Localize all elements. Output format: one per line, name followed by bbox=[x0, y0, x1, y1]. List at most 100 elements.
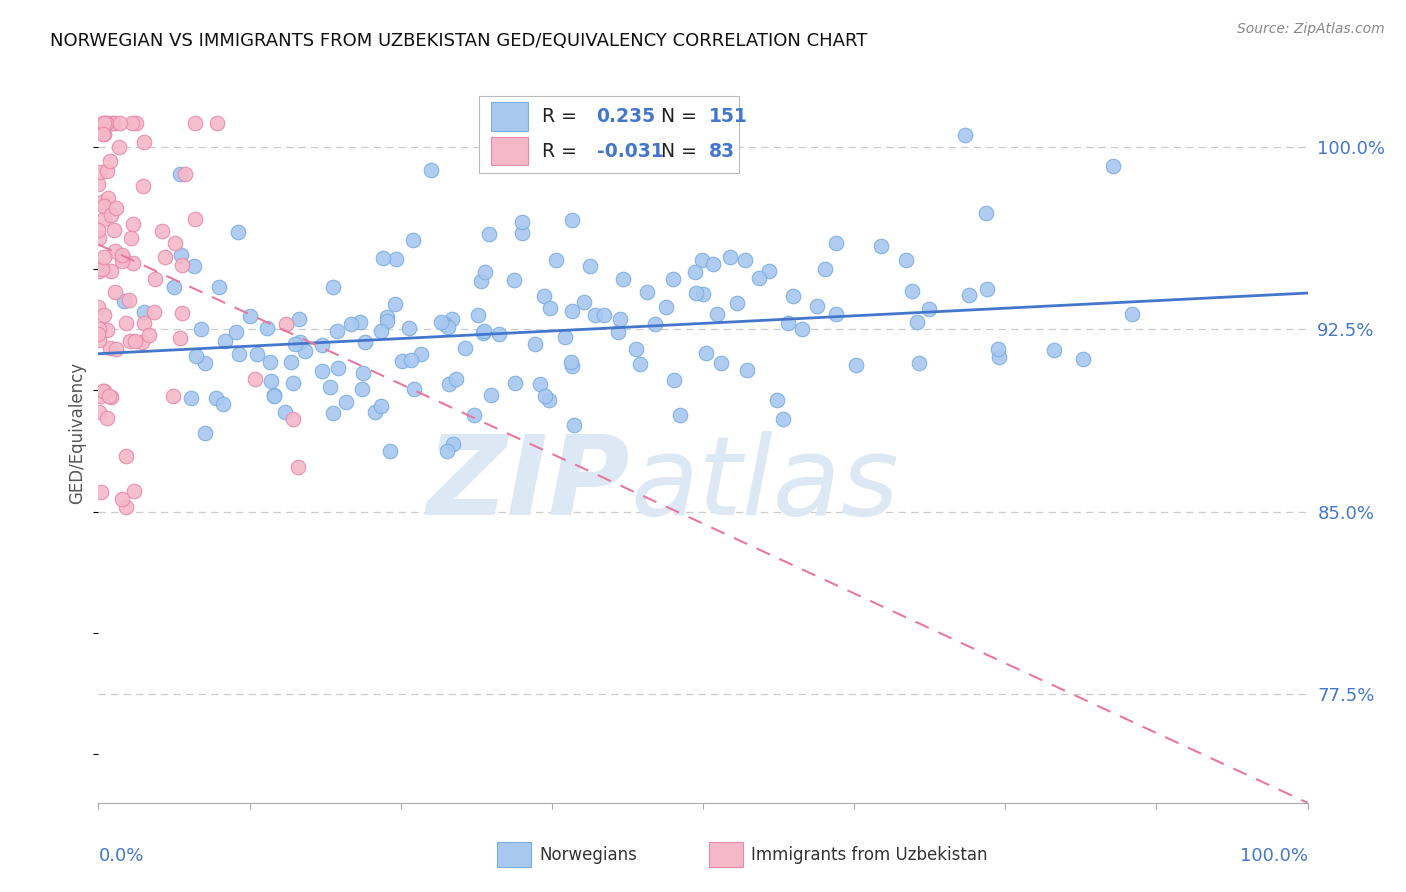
Point bbox=[322, 280, 344, 294]
Point bbox=[655, 301, 678, 315]
FancyBboxPatch shape bbox=[479, 95, 740, 173]
Point bbox=[896, 252, 918, 267]
Point bbox=[439, 377, 461, 392]
Point bbox=[436, 443, 458, 458]
Point bbox=[782, 289, 804, 303]
Point bbox=[122, 256, 145, 270]
Point bbox=[131, 335, 153, 350]
Point bbox=[90, 485, 112, 500]
Point bbox=[93, 212, 115, 227]
Point bbox=[104, 244, 127, 258]
Point bbox=[91, 384, 114, 398]
Point bbox=[758, 264, 780, 278]
Point bbox=[284, 337, 307, 351]
Point bbox=[243, 372, 266, 386]
Point bbox=[1101, 159, 1123, 173]
Point bbox=[870, 239, 893, 253]
Point bbox=[352, 366, 374, 380]
Point bbox=[118, 293, 141, 307]
Point bbox=[471, 326, 494, 340]
Point bbox=[194, 425, 217, 440]
Point bbox=[256, 321, 278, 335]
Point bbox=[718, 251, 741, 265]
Point bbox=[398, 321, 420, 335]
Point bbox=[683, 265, 706, 279]
Point bbox=[529, 376, 551, 391]
Point bbox=[636, 285, 658, 300]
Point bbox=[90, 389, 112, 403]
Point bbox=[561, 359, 583, 373]
Point bbox=[111, 253, 134, 268]
Text: 0.235: 0.235 bbox=[596, 107, 655, 126]
Point bbox=[163, 279, 186, 293]
Point bbox=[845, 358, 868, 372]
Text: 151: 151 bbox=[709, 107, 748, 126]
Point bbox=[150, 224, 173, 238]
Point bbox=[488, 326, 510, 341]
Point bbox=[118, 334, 141, 348]
Point bbox=[121, 116, 143, 130]
Point bbox=[437, 319, 460, 334]
Point bbox=[510, 215, 533, 229]
Point bbox=[162, 389, 184, 403]
Point bbox=[98, 389, 121, 403]
Point bbox=[402, 233, 425, 247]
Point bbox=[153, 250, 176, 264]
Point bbox=[97, 191, 120, 205]
Point bbox=[524, 337, 547, 351]
Point bbox=[375, 310, 398, 325]
Point bbox=[138, 328, 160, 343]
Text: 100.0%: 100.0% bbox=[1240, 847, 1308, 865]
Point bbox=[350, 382, 373, 396]
Point bbox=[472, 324, 495, 338]
Point bbox=[96, 116, 118, 130]
Point bbox=[87, 327, 110, 342]
Point bbox=[103, 223, 125, 237]
FancyBboxPatch shape bbox=[498, 842, 531, 867]
Point bbox=[668, 408, 690, 422]
Point bbox=[259, 354, 281, 368]
Point bbox=[184, 211, 207, 226]
Point bbox=[205, 391, 228, 405]
Point bbox=[474, 265, 496, 279]
Point bbox=[918, 301, 941, 316]
Text: -0.031: -0.031 bbox=[596, 142, 664, 161]
Point bbox=[96, 411, 118, 425]
Point bbox=[111, 248, 134, 262]
Point bbox=[184, 116, 207, 130]
Point bbox=[228, 347, 250, 361]
Point bbox=[562, 417, 585, 432]
Point bbox=[143, 305, 166, 319]
Point bbox=[288, 334, 311, 349]
Point bbox=[93, 384, 115, 398]
Point bbox=[385, 252, 408, 267]
Text: R =: R = bbox=[543, 107, 583, 126]
Text: R =: R = bbox=[543, 142, 583, 161]
Point bbox=[163, 236, 186, 251]
Point bbox=[96, 323, 118, 337]
Point bbox=[685, 286, 707, 301]
Point bbox=[692, 286, 714, 301]
Point bbox=[281, 376, 304, 391]
Point bbox=[100, 264, 122, 278]
Point bbox=[814, 262, 837, 277]
Point bbox=[326, 324, 349, 338]
Point bbox=[609, 312, 631, 326]
Point bbox=[662, 272, 685, 286]
Point bbox=[87, 333, 110, 347]
Point bbox=[274, 405, 297, 419]
Point bbox=[628, 358, 651, 372]
Point bbox=[607, 325, 630, 339]
Point bbox=[132, 316, 155, 330]
Point bbox=[370, 400, 392, 414]
Point bbox=[190, 322, 212, 336]
Point bbox=[287, 311, 309, 326]
Point bbox=[108, 140, 131, 154]
Point bbox=[91, 128, 114, 142]
Point bbox=[93, 308, 115, 322]
Text: atlas: atlas bbox=[630, 431, 898, 538]
Point bbox=[380, 443, 402, 458]
Point bbox=[537, 393, 560, 408]
Point bbox=[725, 296, 748, 310]
Point bbox=[225, 325, 247, 339]
